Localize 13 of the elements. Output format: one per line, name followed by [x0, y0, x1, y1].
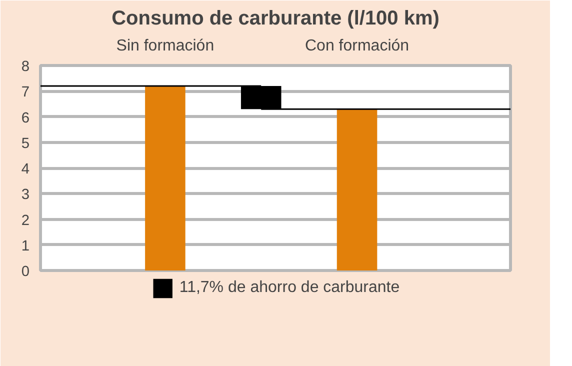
x-tick-label: Sin formación: [116, 38, 214, 54]
y-tick-label: 1: [21, 238, 30, 254]
y-tick-label: 0: [21, 264, 30, 280]
y-tick-label: 5: [21, 136, 30, 152]
y-tick-label: 4: [21, 162, 30, 178]
legend-label: 11,7% de ahorro de carburante: [179, 279, 400, 297]
y-tick-label: 8: [21, 59, 30, 75]
y-tick-label: 3: [21, 187, 30, 204]
y-tick-label: 7: [21, 84, 30, 101]
chart-title: Consumo de carburante (l/100 km): [112, 8, 440, 30]
x-tick-label: Con formación: [305, 38, 410, 54]
y-tick-label: 2: [21, 212, 30, 229]
y-tick-label: 6: [21, 110, 30, 126]
